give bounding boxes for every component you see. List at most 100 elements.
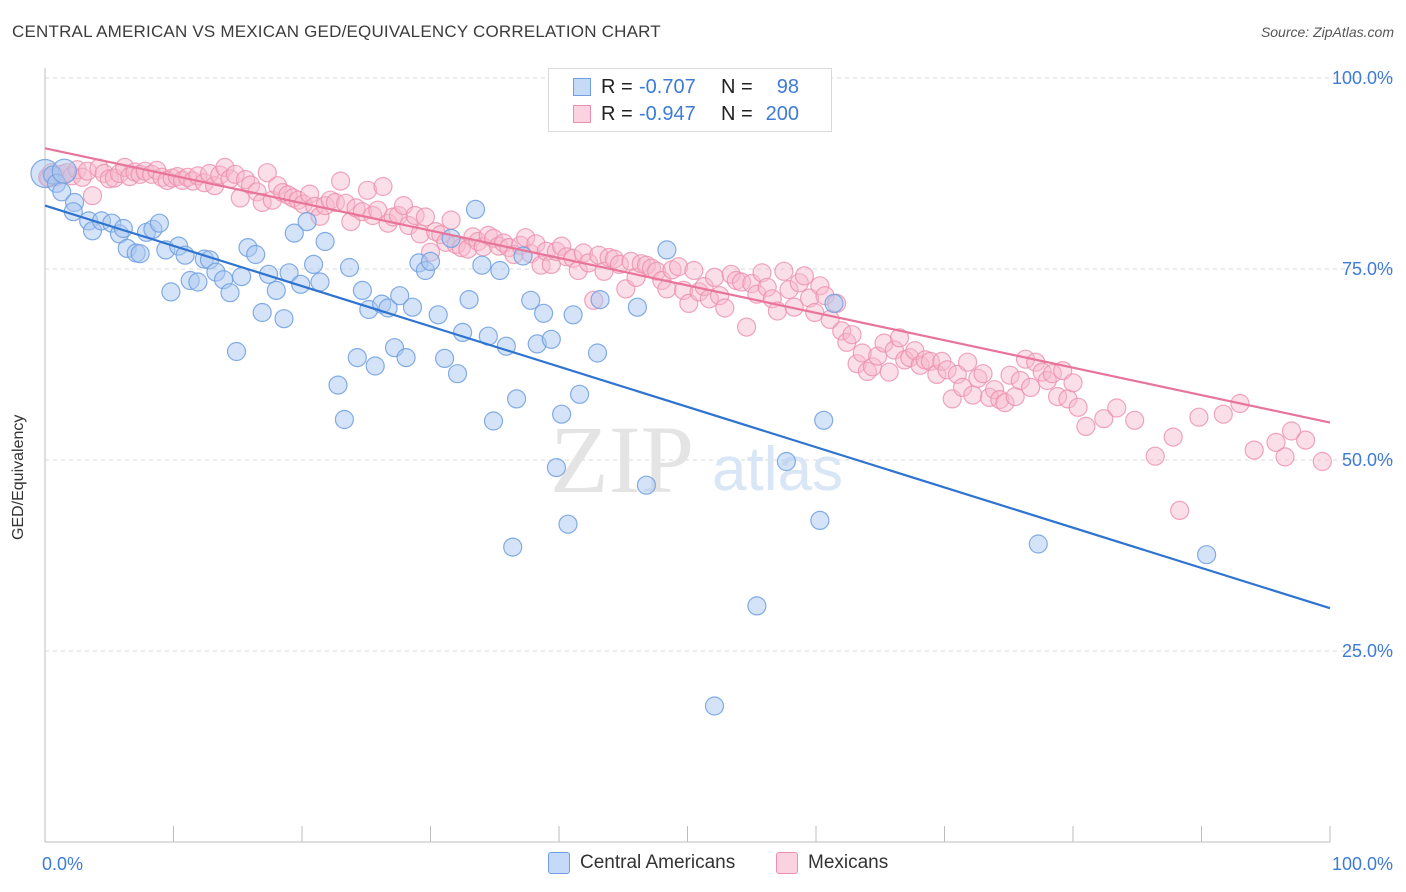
mexicans-point <box>1295 430 1316 450</box>
mexicans-point <box>1000 365 1020 385</box>
legend-swatch-blue <box>548 852 570 874</box>
mexicans-point <box>1266 432 1286 452</box>
central-americans-point <box>149 213 169 233</box>
mexicans-point <box>551 236 572 256</box>
mexicans-point <box>1063 373 1083 393</box>
mexicans-point <box>1275 447 1295 467</box>
mexicans-point <box>331 171 351 191</box>
central-americans-point <box>246 244 266 265</box>
mexicans-point <box>1145 446 1165 466</box>
mexicans-point <box>704 267 725 287</box>
legend-item-mexicans[interactable]: Mexicans <box>776 852 888 874</box>
central-americans-point <box>274 309 294 329</box>
central-americans-point <box>472 255 492 275</box>
central-americans-point <box>304 254 324 274</box>
mexicans-point <box>736 317 757 337</box>
y-tick-label: 25.0% <box>1342 641 1393 661</box>
mexicans-point <box>910 355 930 375</box>
central-americans-point <box>558 514 578 534</box>
central-americans-point <box>490 260 510 281</box>
central-americans-point <box>284 223 304 243</box>
legend-row-mexicans: R = -0.947 N = 200 <box>573 102 799 126</box>
mexicans-point <box>668 257 689 277</box>
mexicans-point <box>1163 427 1183 447</box>
legend-row-central-americans: R = -0.707 N = 98 <box>573 75 799 99</box>
mexicans-point <box>405 205 425 226</box>
mexicans-point <box>799 288 820 308</box>
central-americans-point <box>569 384 590 404</box>
mexicans-point <box>984 380 1005 400</box>
central-americans-point <box>441 228 461 248</box>
central-americans-point <box>657 240 677 260</box>
central-americans-point <box>824 293 844 313</box>
mexicans-point <box>1094 409 1114 429</box>
central-americans-point <box>483 411 504 431</box>
mexicans-point <box>325 192 345 213</box>
chart-title: CENTRAL AMERICAN VS MEXICAN GED/EQUIVALE… <box>12 22 661 41</box>
mexicans-point <box>1312 451 1332 472</box>
mexicans-point <box>684 260 704 281</box>
central-americans-point <box>334 409 354 430</box>
r-label: R = <box>601 75 633 98</box>
mexicans-point <box>757 277 777 297</box>
mexicans-points <box>37 157 1332 520</box>
mexicans-point <box>458 239 478 259</box>
central-americans-point <box>266 280 286 300</box>
legend-swatch-pink <box>573 105 591 123</box>
n-value: 200 <box>765 102 799 125</box>
y-tick-label: 50.0% <box>1342 450 1393 470</box>
central-americans-point <box>447 364 468 384</box>
x-tick-label: 0.0% <box>42 854 83 874</box>
central-americans-point <box>252 302 272 323</box>
correlation-legend: R = -0.707 N = 98 R = -0.947 N = 200 <box>548 68 832 132</box>
mexicans-point <box>937 360 957 380</box>
central-americans-point <box>814 410 834 430</box>
mexicans-point <box>1068 397 1088 417</box>
mexicans-point <box>1170 500 1190 520</box>
mexicans-point <box>1107 398 1127 418</box>
central-americans-point <box>747 596 767 616</box>
mexicans-point <box>415 207 435 227</box>
watermark-atlas: atlas <box>712 435 843 504</box>
central-americans-point <box>1196 545 1217 565</box>
central-americans-point <box>503 537 523 557</box>
mexicans-point <box>82 186 103 206</box>
central-americans-point <box>551 404 572 424</box>
mexicans-point <box>879 362 899 382</box>
y-tick-label: 75.0% <box>1342 259 1393 279</box>
mexicans-point <box>752 263 772 283</box>
n-label: N = <box>721 75 753 98</box>
central-americans-point <box>51 158 77 184</box>
mexicans-point <box>847 354 867 374</box>
watermark: ZIP atlas <box>550 406 843 513</box>
legend-swatch-pink <box>776 852 798 874</box>
mexicans-point <box>995 393 1015 413</box>
y-axis-label: GED/Equivalency <box>10 414 27 540</box>
mexicans-point <box>1244 440 1264 460</box>
central-americans-point <box>130 244 150 264</box>
mexicans-point <box>774 261 794 281</box>
central-americans-point <box>365 356 385 376</box>
mexicans-point <box>215 157 235 177</box>
watermark-zip: ZIP <box>550 406 694 513</box>
mexicans-point <box>441 210 461 230</box>
r-value: -0.707 <box>639 75 696 98</box>
mexicans-point <box>225 164 245 184</box>
mexicans-point <box>852 343 872 363</box>
mexicans-trendline <box>44 147 1331 424</box>
central-americans-point <box>506 389 527 409</box>
central-americans-point <box>396 348 416 368</box>
mexicans-point <box>973 364 993 384</box>
central-americans-point <box>546 458 567 478</box>
mexicans-point <box>810 276 830 296</box>
central-americans-point <box>590 290 610 310</box>
r-label: R = <box>601 102 633 125</box>
mexicans-point <box>963 385 983 405</box>
central-americans-point <box>704 696 725 716</box>
central-americans-point <box>420 251 441 271</box>
mexicans-point <box>779 280 799 300</box>
central-americans-point <box>297 212 317 232</box>
legend-item-central-americans[interactable]: Central Americans <box>548 852 735 874</box>
r-value: -0.947 <box>639 102 696 125</box>
mexicans-point <box>357 180 378 200</box>
